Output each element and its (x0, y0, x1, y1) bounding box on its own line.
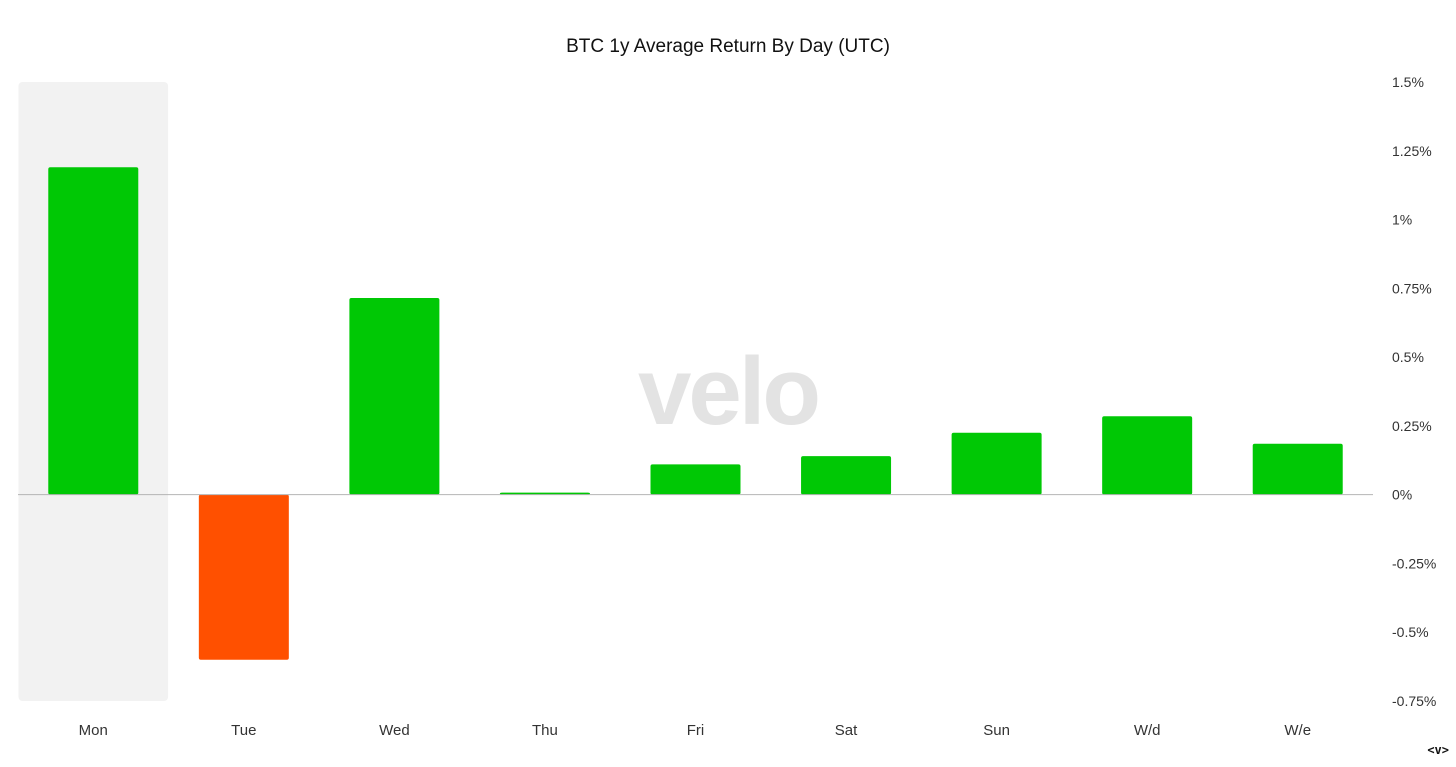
bar-we[interactable] (1252, 443, 1343, 495)
y-tick-label: 1.5% (1392, 74, 1424, 90)
x-tick-label: Sun (983, 722, 1010, 739)
bar-sun[interactable] (951, 432, 1042, 495)
bar-tue[interactable] (198, 494, 289, 660)
bar-fri[interactable] (650, 464, 741, 495)
x-axis: Mon Tue Wed Thu Fri Sat Sun W/d W/e (79, 722, 1311, 739)
y-tick-label: 0.75% (1392, 280, 1432, 296)
bar-mon[interactable] (48, 167, 139, 495)
y-tick-label: -0.5% (1392, 624, 1429, 640)
x-tick-label: Wed (379, 722, 410, 739)
x-tick-label: Thu (532, 722, 558, 739)
y-tick-label: 0% (1392, 487, 1412, 503)
x-tick-label: W/d (1134, 722, 1161, 739)
bar-wd[interactable] (1102, 416, 1193, 495)
x-tick-label: Fri (687, 722, 705, 739)
x-tick-label: W/e (1284, 722, 1311, 739)
y-tick-label: 0.5% (1392, 349, 1424, 365)
watermark: velo (638, 338, 818, 445)
y-tick-label: -0.75% (1392, 693, 1436, 709)
bar-sat[interactable] (801, 456, 892, 495)
corner-logo-label: <v> (1427, 743, 1449, 757)
x-tick-label: Mon (79, 722, 108, 739)
x-tick-label: Tue (231, 722, 256, 739)
x-tick-label: Sat (835, 722, 858, 739)
y-axis: 1.5% 1.25% 1% 0.75% 0.5% 0.25% 0% -0.25% -0.5% -0… (1392, 74, 1436, 709)
y-tick-label: 0.25% (1392, 418, 1432, 434)
bars (48, 167, 1343, 660)
y-tick-label: 1% (1392, 212, 1412, 228)
chart-title: BTC 1y Average Return By Day (UTC) (566, 36, 890, 57)
y-tick-label: -0.25% (1392, 555, 1436, 571)
bar-wed[interactable] (349, 297, 440, 495)
y-tick-label: 1.25% (1392, 143, 1432, 159)
